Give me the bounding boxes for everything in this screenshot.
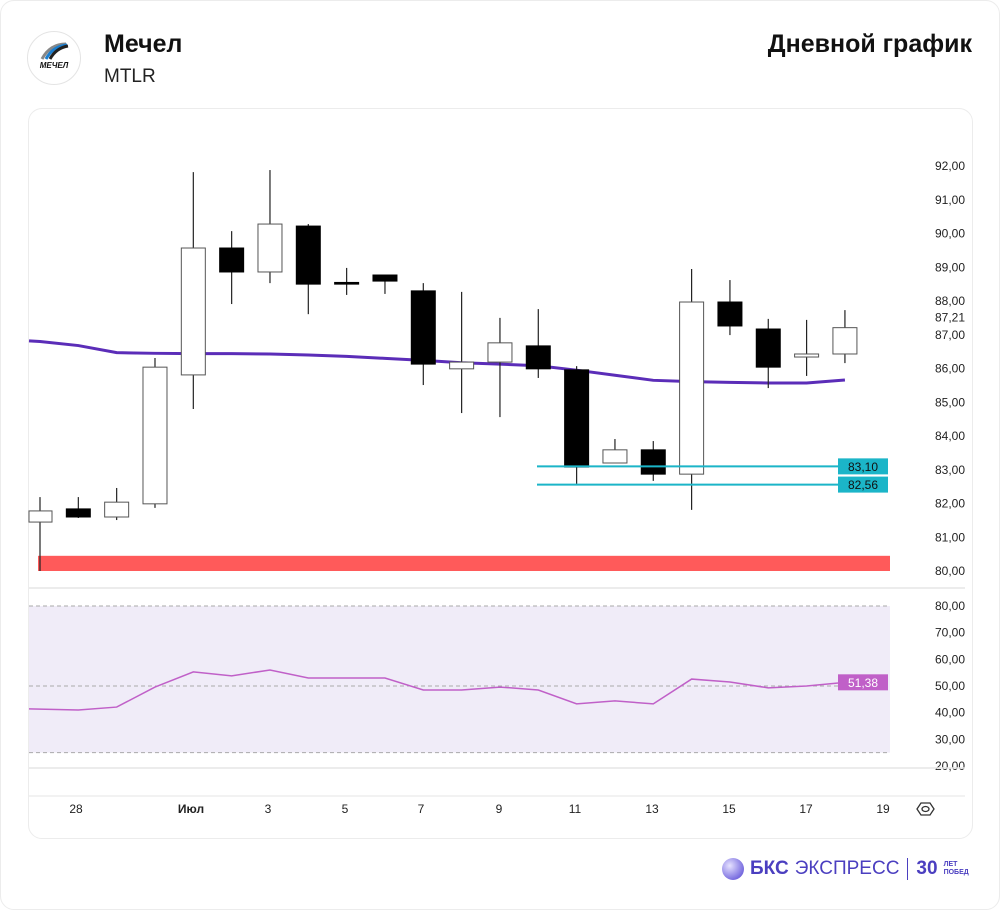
- price-tick-label: 86,00: [935, 362, 965, 376]
- candle-down: [219, 247, 245, 273]
- ticker: MTLR: [104, 66, 156, 87]
- rsi-value-badge: [838, 674, 888, 691]
- candle-up: [602, 449, 628, 464]
- candle-down: [564, 369, 590, 468]
- price-tick-label: 92,00: [935, 159, 965, 173]
- time-tick-label: 9: [496, 802, 503, 816]
- brand-name-bold: БКС: [750, 858, 789, 879]
- candle-down: [410, 290, 436, 365]
- price-tick-label: 91,00: [935, 193, 965, 207]
- rsi-tick-label: 40,00: [935, 706, 965, 720]
- candle-up: [794, 353, 820, 358]
- rsi-value-label: 51,38: [848, 676, 878, 690]
- rsi-line: [28, 669, 846, 711]
- candle-down: [65, 508, 91, 518]
- level-label: 83,10: [848, 460, 878, 474]
- rsi-tick-label: 70,00: [935, 626, 965, 640]
- time-tick-label: 11: [569, 802, 582, 816]
- price-tick-label: 90,00: [935, 227, 965, 241]
- rsi-tick-label: 50,00: [935, 679, 965, 693]
- candle-down: [755, 328, 781, 368]
- time-tick-label: 3: [265, 802, 272, 816]
- price-tick-label: 88,00: [935, 294, 965, 308]
- candle-up: [142, 366, 168, 505]
- company-name: Мечел: [104, 30, 183, 58]
- brand-name: ЭКСПРЕСС: [794, 858, 900, 879]
- rsi-band: [29, 606, 890, 753]
- candle-down: [372, 274, 398, 282]
- candle-down: [640, 449, 666, 475]
- rsi-tick-label: 30,00: [935, 732, 965, 746]
- price-tick-label: 81,00: [935, 530, 965, 544]
- candle-up: [180, 247, 206, 376]
- candle-down: [295, 225, 321, 285]
- chart-card: [28, 108, 973, 839]
- time-tick-label: 15: [722, 802, 736, 816]
- price-tick-label: 85,00: [935, 395, 965, 409]
- level-badge: [838, 458, 888, 475]
- time-tick-label: 17: [799, 802, 813, 816]
- rsi-tick-label: 60,00: [935, 652, 965, 666]
- candle-down: [334, 281, 360, 285]
- time-tick-label: 13: [645, 802, 659, 816]
- logo-text: МЕЧЕЛ: [40, 61, 69, 70]
- rsi-tick-label: 20,00: [935, 759, 965, 773]
- brand-years: 30: [916, 858, 938, 879]
- brand-ball-icon: [722, 858, 744, 880]
- time-tick-label: 5: [342, 802, 349, 816]
- candle-up: [104, 501, 130, 518]
- brand-divider: [907, 858, 909, 880]
- candle-up: [679, 301, 705, 475]
- rsi-tick-label: 80,00: [935, 599, 965, 613]
- chart-settings-icon[interactable]: [916, 802, 935, 816]
- company-logo: МЕЧЕЛ: [27, 31, 81, 85]
- brand-tag-1: ЛЕТ: [943, 861, 958, 868]
- time-tick-label: 7: [418, 802, 425, 816]
- price-tick-label: 83,00: [935, 463, 965, 477]
- candle-down: [525, 345, 551, 370]
- level-label: 82,56: [848, 478, 878, 492]
- level-badge: [838, 476, 888, 493]
- brand-logo: БКС ЭКСПРЕСС 30 ЛЕТ ПОБЕД: [722, 858, 969, 880]
- candle-up: [257, 223, 283, 273]
- last-price-label: 87,21: [935, 311, 965, 325]
- candle-up: [28, 510, 53, 523]
- candle-up: [449, 361, 475, 370]
- brand-tagline: ЛЕТ ПОБЕД: [944, 861, 969, 877]
- time-tick-label: 19: [876, 802, 890, 816]
- candle-up: [832, 327, 858, 355]
- support-zone: [38, 555, 890, 571]
- price-tick-label: 84,00: [935, 429, 965, 443]
- price-tick-label: 89,00: [935, 260, 965, 274]
- mechel-logo-icon: МЕЧЕЛ: [40, 42, 69, 70]
- time-tick-label: Июл: [178, 802, 204, 816]
- time-tick-label: 28: [69, 802, 83, 816]
- candle-down: [717, 301, 743, 327]
- price-tick-label: 87,00: [935, 328, 965, 342]
- price-tick-label: 80,00: [935, 564, 965, 578]
- brand-tag-2: ПОБЕД: [943, 869, 969, 876]
- price-tick-label: 82,00: [935, 497, 965, 511]
- candle-up: [487, 342, 513, 363]
- chart-title: Дневной график: [767, 30, 972, 58]
